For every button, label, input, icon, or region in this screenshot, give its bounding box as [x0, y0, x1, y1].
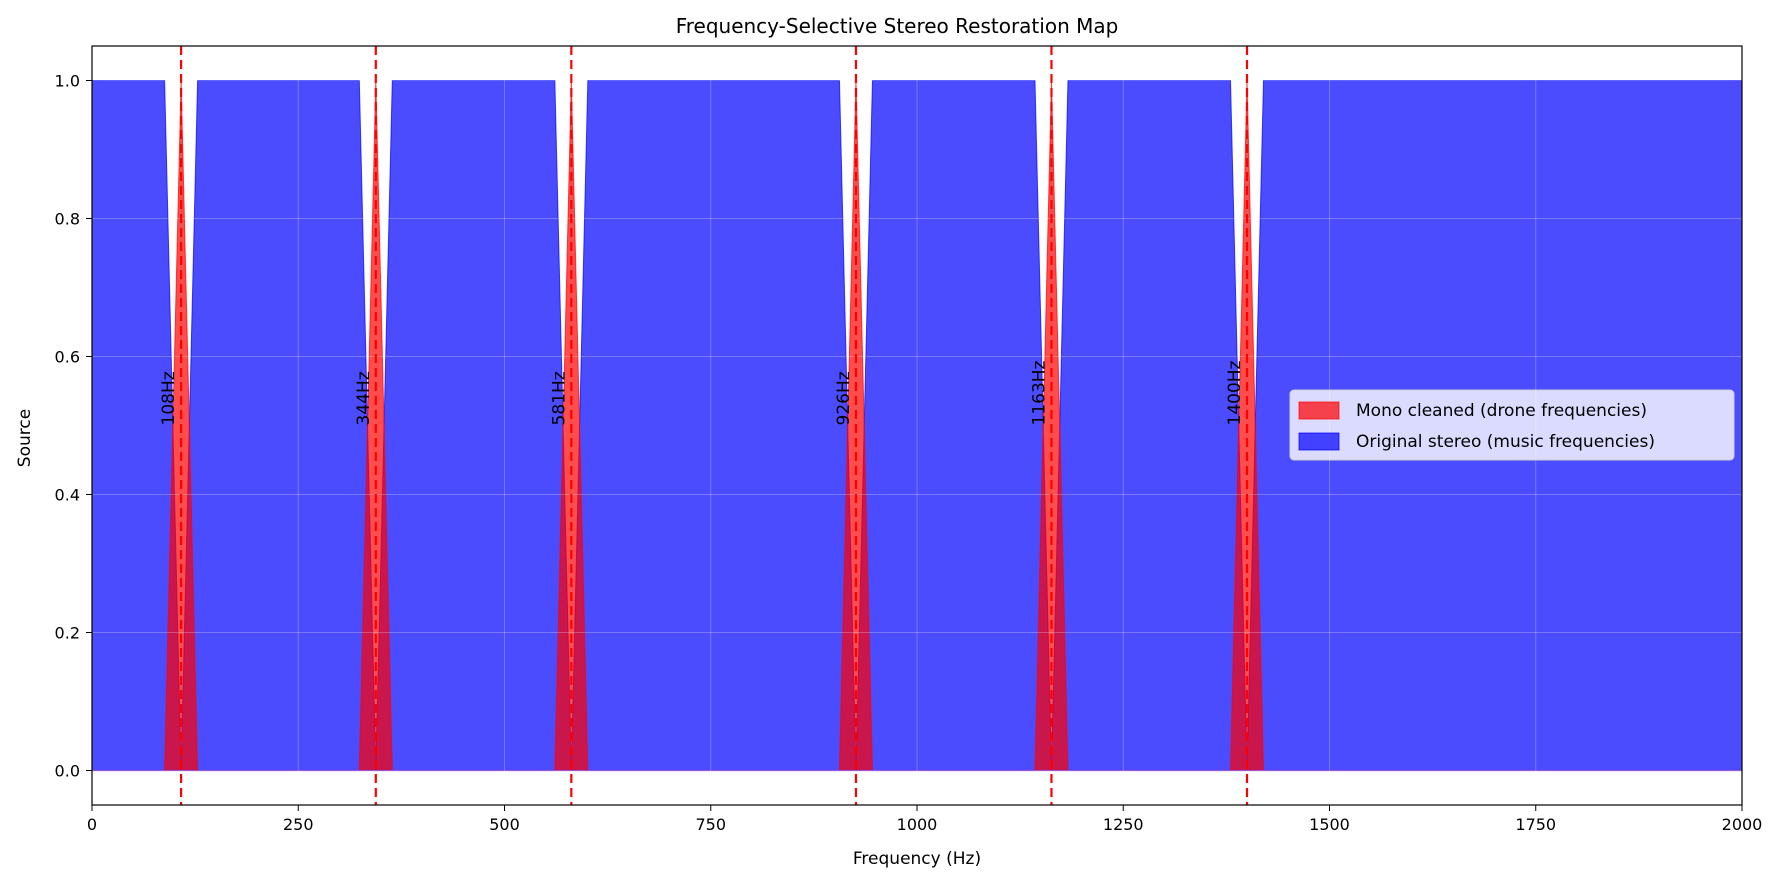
drone-label-108: 108Hz — [159, 371, 179, 425]
y-tick-label: 0.0 — [55, 762, 80, 781]
x-tick-label: 1750 — [1515, 815, 1556, 834]
x-tick-label: 250 — [283, 815, 314, 834]
x-tick-label: 1250 — [1103, 815, 1144, 834]
chart-title: Frequency-Selective Stereo Restoration M… — [676, 14, 1119, 38]
y-tick-label: 0.6 — [55, 348, 80, 367]
legend: Mono cleaned (drone frequencies) Original… — [1289, 389, 1735, 461]
drone-label-926: 926Hz — [834, 371, 854, 425]
legend-label-1: Original stereo (music frequencies) — [1356, 432, 1655, 452]
x-axis-title: Frequency (Hz) — [853, 849, 981, 869]
drone-label-581: 581Hz — [549, 371, 569, 425]
y-tick-label: 0.2 — [55, 624, 80, 643]
legend-label-0: Mono cleaned (drone frequencies) — [1356, 401, 1647, 421]
drone-label-1400: 1400Hz — [1225, 360, 1245, 425]
x-tick-label: 1000 — [897, 815, 938, 834]
x-tick-label: 1500 — [1309, 815, 1350, 834]
drone-label-344: 344Hz — [354, 371, 374, 425]
y-tick-label: 0.4 — [55, 486, 80, 505]
x-tick-label: 0 — [87, 815, 97, 834]
x-tick-label: 500 — [489, 815, 520, 834]
y-tick-label: 0.8 — [55, 210, 80, 229]
x-tick-label: 2000 — [1722, 815, 1763, 834]
legend-swatch-0 — [1298, 401, 1340, 420]
legend-swatch-1 — [1298, 432, 1340, 451]
y-tick-label: 1.0 — [55, 72, 80, 91]
drone-label-1163: 1163Hz — [1029, 360, 1049, 425]
legend-box — [1289, 389, 1735, 461]
y-axis-title: Source — [15, 409, 35, 467]
x-tick-label: 750 — [695, 815, 726, 834]
